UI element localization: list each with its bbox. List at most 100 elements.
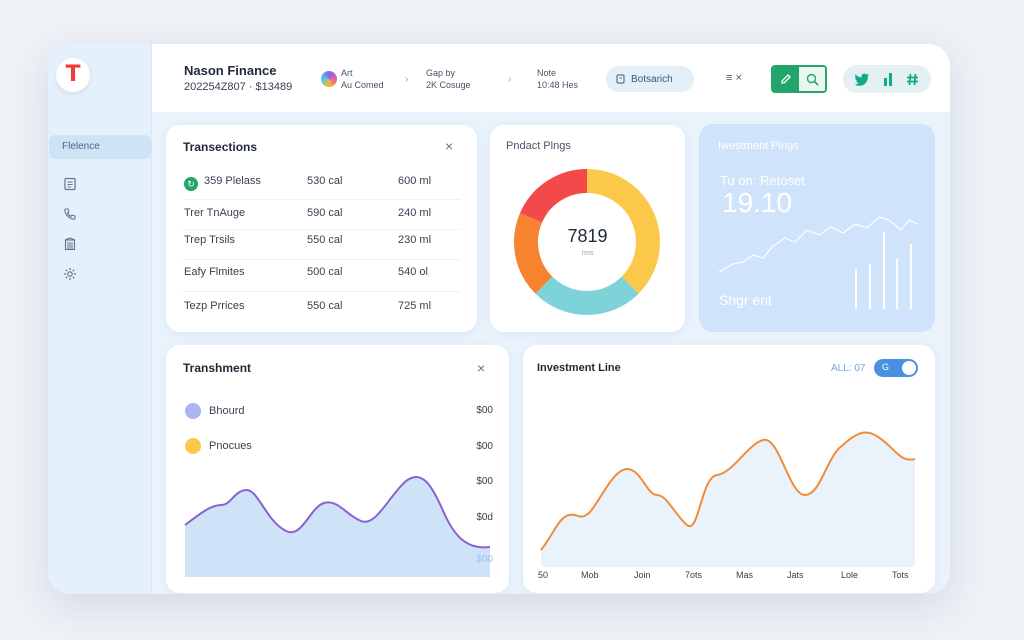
app-logo[interactable]: T — [56, 58, 90, 92]
row-name: Trer TnAuge — [184, 207, 246, 219]
donut-slice — [621, 241, 660, 294]
x-axis-label: 7ots — [685, 570, 703, 580]
filter-label[interactable]: ALL: 07 — [831, 363, 866, 374]
row-col1: 590 cal — [307, 207, 343, 219]
breadcrumb-item-2[interactable]: Gap by 2K Cosuge — [426, 67, 471, 91]
close-icon[interactable]: × — [445, 138, 454, 154]
edit-toggle[interactable] — [773, 67, 799, 91]
x-axis-label: Tots — [892, 570, 909, 580]
card-title: Pndact Plngs — [506, 140, 571, 152]
brand-subtitle: 202254Z807 · $13489 — [184, 81, 293, 93]
row-name: Eafy Flmites — [184, 266, 245, 278]
donut-chart — [514, 169, 660, 315]
legend-item: Bhourd — [185, 403, 244, 419]
line-series — [540, 431, 916, 551]
row-col1: 550 cal — [307, 234, 343, 246]
sparkline-chart — [718, 216, 918, 309]
card-title: Transhment — [183, 361, 252, 375]
table-row[interactable]: Eafy Flmites 500 cal 540 ol — [166, 266, 477, 286]
row-col2: 230 ml — [398, 234, 432, 246]
table-row[interactable]: ↻ 359 Plelass 530 cal 600 ml — [166, 175, 477, 195]
donut-slice — [535, 276, 639, 315]
product-card: Pndact Plngs 7819 rms — [490, 125, 685, 332]
x-axis-label: Jats — [787, 570, 804, 580]
search-button[interactable]: Botsarich — [606, 66, 694, 92]
row-col1: 500 cal — [307, 266, 343, 278]
sidebar: T Flelence — [48, 44, 152, 594]
donut-slice — [514, 213, 553, 294]
table-row[interactable]: Tezp Prrices 550 cal 725 ml — [166, 300, 477, 320]
table-row[interactable]: Trer TnAuge 590 cal 240 ml — [166, 207, 477, 227]
hashtag-icon[interactable] — [906, 73, 919, 86]
building-icon[interactable] — [63, 237, 77, 251]
divider — [182, 259, 461, 260]
breadcrumb-line: Gap by — [426, 68, 456, 78]
investment-pings-card: Iwestment Plngs Tu on: Retoset 19.10 Shg… — [699, 124, 935, 332]
breadcrumb-line: Note — [537, 68, 557, 78]
toggle-knob — [902, 361, 916, 375]
table-row[interactable]: Trep Trsils 550 cal 230 ml — [166, 234, 477, 254]
avatar[interactable] — [321, 71, 337, 87]
investment-footer: Shgr ent — [719, 292, 772, 308]
card-title: Investment Line — [537, 362, 621, 374]
view-toggle[interactable] — [771, 65, 827, 93]
twitter-icon[interactable] — [855, 73, 870, 86]
chevron-right-icon: › — [405, 74, 409, 85]
donut-slice — [586, 169, 660, 243]
divider — [182, 291, 461, 292]
search-toggle[interactable] — [799, 67, 825, 91]
settings-icon[interactable] — [63, 267, 77, 281]
donut-center-value: 7819 — [567, 226, 608, 246]
transhment-card: Transhment × Bhourd Pnocues $00 $00 $00 … — [166, 345, 509, 593]
area-fill — [185, 476, 490, 577]
transactions-card: Transections × ↻ 359 Plelass 530 cal 600 … — [166, 125, 477, 332]
logo-mark: T — [65, 62, 81, 87]
menu-button[interactable]: ≡ × — [726, 72, 742, 84]
toggle-label: G — [882, 362, 890, 372]
row-name: ↻ 359 Plelass — [184, 175, 261, 191]
check-icon: ↻ — [184, 177, 198, 191]
sidebar-item-selected[interactable]: Flelence — [49, 135, 151, 159]
line-fill — [541, 432, 915, 567]
donut-center-label: rms — [581, 250, 594, 257]
breadcrumb-line: 10:48 Hes — [537, 80, 579, 90]
x-axis-label: Mob — [581, 570, 599, 580]
y-axis-label: $00 — [476, 405, 493, 416]
y-axis-label: $00 — [476, 554, 493, 565]
legend-swatch — [185, 438, 201, 454]
card-title: Transections — [183, 140, 258, 154]
y-axis-label: $00 — [476, 441, 493, 452]
row-col2: 240 ml — [398, 207, 432, 219]
x-axis-label: Join — [634, 570, 651, 580]
area-line — [184, 475, 491, 549]
breadcrumb-item-1[interactable]: Art Au Comed — [341, 67, 384, 91]
breadcrumb-item-3[interactable]: Note 10:48 Hes — [537, 67, 578, 91]
chart-toggle[interactable]: G — [874, 359, 918, 377]
row-col2: 600 ml — [398, 175, 432, 187]
investment-subtitle: Tu on: Retoset — [720, 173, 805, 188]
sparkline — [718, 216, 918, 273]
close-icon[interactable]: × — [477, 360, 486, 376]
bar-chart-icon[interactable] — [883, 72, 893, 86]
legend-label: Pnocues — [209, 440, 252, 452]
line-chart — [540, 431, 916, 567]
row-name: Trep Trsils — [184, 234, 235, 246]
document-search-icon — [616, 74, 625, 84]
card-title: Iwestment Plngs — [718, 140, 799, 152]
chevron-right-icon: › — [508, 74, 512, 85]
legend-label: Bhourd — [209, 405, 245, 417]
investment-line-card: Investment Line ALL: 07 G 50 Mob Join 7o… — [523, 345, 935, 593]
document-icon[interactable] — [63, 177, 77, 191]
phone-icon[interactable] — [63, 207, 77, 221]
app-window: T Flelence Nason Finance 202254Z807 · $1… — [48, 44, 950, 594]
breadcrumb-line: 2K Cosuge — [426, 80, 471, 90]
x-axis-label: Mas — [736, 570, 754, 580]
investment-value: 19.10 — [722, 187, 793, 218]
row-name: Tezp Prrices — [184, 300, 245, 312]
area-chart — [184, 475, 491, 577]
top-bar: Nason Finance 202254Z807 · $13489 Art Au… — [152, 44, 950, 112]
breadcrumb-line: Art — [341, 68, 353, 78]
legend-swatch — [185, 403, 201, 419]
donut-slice — [520, 169, 588, 224]
x-axis-label: 50 — [538, 570, 549, 580]
